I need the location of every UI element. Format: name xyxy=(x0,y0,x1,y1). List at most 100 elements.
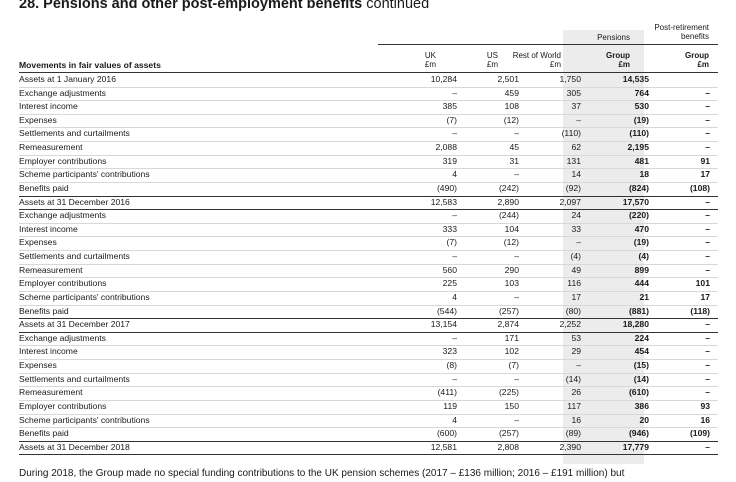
rest-of-world-value: 2,252 xyxy=(559,319,581,330)
post-retirement-value: – xyxy=(705,101,710,112)
row-label: Interest income xyxy=(19,346,78,357)
group-value: 17,779 xyxy=(622,441,649,452)
page-title-suffix: continued xyxy=(366,0,430,12)
rest-of-world-value: (80) xyxy=(565,305,581,316)
rest-of-world-value: 2,390 xyxy=(559,441,581,452)
uk-value: 319 xyxy=(442,155,457,166)
table-row: Settlements and curtailments – – (14) (14) – xyxy=(19,373,718,387)
rest-of-world-value: (110) xyxy=(561,128,581,139)
group-value: (14) xyxy=(633,373,649,384)
row-rule xyxy=(19,440,718,442)
us-value: 31 xyxy=(509,155,519,166)
us-value: (12) xyxy=(503,237,519,248)
row-rule-thin xyxy=(19,113,718,115)
rest-of-world-value: (14) xyxy=(565,373,581,384)
table-row: Assets at 31 December 2018 12,581 2,808 2,3… xyxy=(19,441,718,455)
rest-of-world-value: 14 xyxy=(571,169,581,180)
uk-value: 385 xyxy=(442,101,457,112)
group-value: 444 xyxy=(634,278,649,289)
uk-value: (544) xyxy=(436,305,457,316)
group-value: 18 xyxy=(639,169,649,180)
us-value: (225) xyxy=(498,387,519,398)
rest-of-world-value: 116 xyxy=(567,278,581,289)
uk-value: 333 xyxy=(442,223,457,234)
post-retirement-value: – xyxy=(705,332,710,343)
table-title: Movements in fair values of assets xyxy=(19,60,161,70)
table-row: Assets at 1 January 2016 10,284 2,501 1,750… xyxy=(19,73,718,87)
row-label: Expenses xyxy=(19,237,57,248)
group-value: 224 xyxy=(634,332,649,343)
table-row: Benefits paid (544) (257) (80) (881) (118) xyxy=(19,305,718,319)
us-value: 2,874 xyxy=(497,319,519,330)
group-value: (220) xyxy=(628,210,649,221)
table-row: Expenses (7) (12) – (19) – xyxy=(19,236,718,250)
uk-value: 10,284 xyxy=(430,74,457,84)
table-row: Exchange adjustments – (244) 24 (220) – xyxy=(19,209,718,223)
post-retirement-value: – xyxy=(705,87,710,98)
post-retirement-value: – xyxy=(705,142,710,153)
post-retirement-value: 17 xyxy=(700,169,710,180)
uk-value: – xyxy=(452,128,457,139)
row-label: Remeasurement xyxy=(19,142,83,153)
group-value: 17,570 xyxy=(622,196,649,207)
uk-value: – xyxy=(452,373,457,384)
table-row: Scheme participants' contributions 4 – 17 21… xyxy=(19,291,718,305)
us-label: US xyxy=(486,51,498,60)
post-retirement-value: – xyxy=(705,360,710,371)
row-label: Assets at 1 January 2016 xyxy=(19,74,116,84)
rest-of-world-label: Rest of World xyxy=(512,51,561,60)
uk-currency: £m xyxy=(424,60,436,69)
us-value: 459 xyxy=(504,87,519,98)
us-value: 104 xyxy=(504,223,519,234)
row-label: Employer contributions xyxy=(19,400,107,411)
post-retirement-value: – xyxy=(705,210,710,221)
uk-value: 560 xyxy=(442,264,457,275)
row-rule-thin xyxy=(19,222,718,224)
table-row: Remeasurement 560 290 49 899 – xyxy=(19,264,718,278)
uk-value: (7) xyxy=(446,114,457,125)
row-rule-thin xyxy=(19,141,718,143)
uk-value: (8) xyxy=(446,360,457,371)
row-rule-thin xyxy=(19,372,718,374)
table-row: Scheme participants' contributions 4 – 16 20… xyxy=(19,414,718,428)
post-retirement-line1: Post-retirement xyxy=(654,23,709,32)
row-rule-thin xyxy=(19,413,718,415)
row-rule-thin xyxy=(19,399,718,401)
group-post-retirement-header: Group £m xyxy=(685,51,709,69)
rest-of-world-value: 1,750 xyxy=(559,74,581,84)
rest-of-world-value: 117 xyxy=(567,400,581,411)
rest-of-world-value: 2,097 xyxy=(559,196,581,207)
table-row: Assets at 31 December 2017 13,154 2,874 2,2… xyxy=(19,318,718,332)
uk-value: (411) xyxy=(437,387,457,398)
table-row: Benefits paid (490) (242) (92) (824) (108) xyxy=(19,182,718,196)
uk-value: 323 xyxy=(442,346,457,357)
row-rule-thin xyxy=(19,277,718,279)
group-currency: £m xyxy=(618,60,630,69)
page-title: 28. Pensions and other post-employment b… xyxy=(19,0,429,13)
us-value: – xyxy=(514,414,519,425)
row-label: Interest income xyxy=(19,223,78,234)
rest-of-world-value: – xyxy=(576,360,581,371)
rest-of-world-value: 131 xyxy=(566,155,581,166)
rest-of-world-value: (92) xyxy=(565,182,581,193)
post-retirement-value: – xyxy=(705,251,710,262)
table-row: Exchange adjustments – 459 305 764 – xyxy=(19,87,718,101)
group-value: 899 xyxy=(634,264,649,275)
table-row: Interest income 323 102 29 454 – xyxy=(19,345,718,359)
us-value: – xyxy=(514,128,519,139)
rest-of-world-value: 24 xyxy=(571,210,581,221)
rest-of-world-value: 37 xyxy=(571,101,581,112)
row-label: Remeasurement xyxy=(19,387,83,398)
rest-of-world-value: – xyxy=(576,114,581,125)
row-label: Interest income xyxy=(19,101,78,112)
post-retirement-value: 93 xyxy=(700,400,710,411)
row-label: Benefits paid xyxy=(19,305,69,316)
post-retirement-value: 91 xyxy=(700,155,710,166)
group-value: (15) xyxy=(633,360,649,371)
rest-of-world-currency: £m xyxy=(549,60,561,69)
group-value: (19) xyxy=(633,237,649,248)
us-value: (257) xyxy=(498,428,519,439)
footer-text: During 2018, the Group made no special f… xyxy=(19,468,625,479)
group-column-shading xyxy=(563,30,644,464)
row-rule-thin xyxy=(19,250,718,252)
